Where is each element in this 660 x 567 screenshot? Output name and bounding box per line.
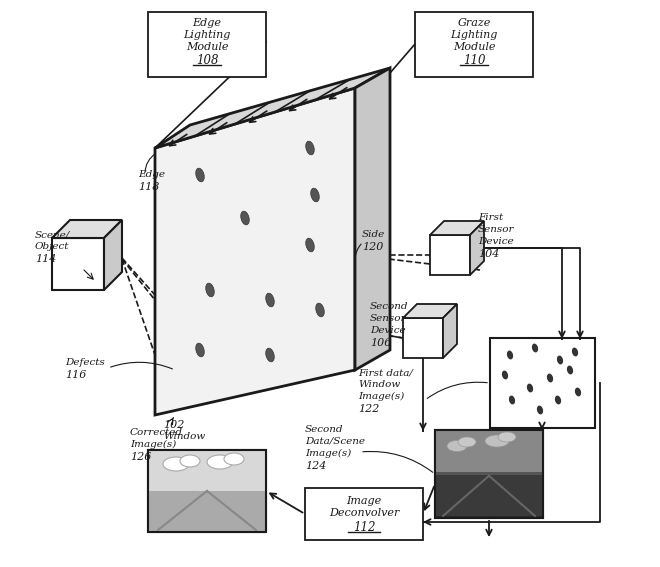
Ellipse shape xyxy=(575,388,581,396)
Ellipse shape xyxy=(527,384,533,392)
Text: 108: 108 xyxy=(196,54,218,67)
Text: Module: Module xyxy=(185,42,228,52)
Polygon shape xyxy=(148,12,266,77)
Text: 116: 116 xyxy=(65,370,86,380)
Polygon shape xyxy=(305,488,423,540)
Polygon shape xyxy=(430,235,470,275)
Polygon shape xyxy=(355,68,390,370)
Text: Deconvolver: Deconvolver xyxy=(329,508,399,518)
Ellipse shape xyxy=(502,371,508,379)
Text: Edge: Edge xyxy=(193,18,222,28)
Polygon shape xyxy=(403,304,457,318)
Polygon shape xyxy=(155,68,390,148)
Text: 124: 124 xyxy=(305,461,327,471)
Text: Image(s): Image(s) xyxy=(358,392,404,401)
Polygon shape xyxy=(490,338,595,428)
Text: Sensor: Sensor xyxy=(370,314,407,323)
Text: Second: Second xyxy=(305,425,343,434)
Ellipse shape xyxy=(315,303,324,317)
Polygon shape xyxy=(149,491,265,531)
Text: Side: Side xyxy=(362,230,385,239)
Polygon shape xyxy=(52,238,104,290)
Text: Defects: Defects xyxy=(65,358,105,367)
Text: Image(s): Image(s) xyxy=(130,440,176,449)
Ellipse shape xyxy=(266,348,275,362)
Ellipse shape xyxy=(507,350,513,359)
Text: Scene/: Scene/ xyxy=(35,230,70,239)
Text: Second: Second xyxy=(370,302,409,311)
Ellipse shape xyxy=(557,356,563,365)
Text: Corrected: Corrected xyxy=(130,428,183,437)
Text: 104: 104 xyxy=(478,249,500,259)
Text: Image: Image xyxy=(346,496,381,506)
Ellipse shape xyxy=(458,437,476,447)
Polygon shape xyxy=(403,318,443,358)
Ellipse shape xyxy=(567,366,573,374)
Ellipse shape xyxy=(537,405,543,414)
Text: 114: 114 xyxy=(35,254,56,264)
Text: Lighting: Lighting xyxy=(450,30,498,40)
Text: Image(s): Image(s) xyxy=(305,449,351,458)
Ellipse shape xyxy=(572,348,578,357)
Text: Sensor: Sensor xyxy=(478,225,515,234)
Ellipse shape xyxy=(241,211,249,225)
Text: 110: 110 xyxy=(463,54,485,67)
Ellipse shape xyxy=(532,344,538,353)
Ellipse shape xyxy=(207,455,233,469)
Ellipse shape xyxy=(196,168,204,182)
Ellipse shape xyxy=(447,441,467,451)
Text: Device: Device xyxy=(370,326,406,335)
Text: 118: 118 xyxy=(138,182,159,192)
Text: 106: 106 xyxy=(370,338,391,348)
Ellipse shape xyxy=(180,455,200,467)
Text: Device: Device xyxy=(478,237,513,246)
Ellipse shape xyxy=(306,141,314,155)
Polygon shape xyxy=(104,220,122,290)
Polygon shape xyxy=(436,472,542,476)
Text: Edge: Edge xyxy=(138,170,165,179)
Ellipse shape xyxy=(311,188,319,202)
Text: Object: Object xyxy=(35,242,69,251)
Polygon shape xyxy=(435,430,543,518)
Text: 102: 102 xyxy=(163,420,184,430)
Ellipse shape xyxy=(206,283,214,297)
Ellipse shape xyxy=(547,374,553,382)
Ellipse shape xyxy=(306,238,314,252)
Text: First: First xyxy=(478,213,503,222)
Polygon shape xyxy=(52,220,122,238)
Ellipse shape xyxy=(509,396,515,404)
Polygon shape xyxy=(470,221,484,275)
Polygon shape xyxy=(443,304,457,358)
Text: Data/Scene: Data/Scene xyxy=(305,437,365,446)
Ellipse shape xyxy=(485,435,509,447)
Ellipse shape xyxy=(196,343,204,357)
Polygon shape xyxy=(436,475,542,516)
Ellipse shape xyxy=(266,293,275,307)
Polygon shape xyxy=(148,450,266,532)
Polygon shape xyxy=(149,451,265,491)
Polygon shape xyxy=(415,12,533,77)
Ellipse shape xyxy=(224,453,244,465)
Text: Module: Module xyxy=(453,42,495,52)
Text: 126: 126 xyxy=(130,452,151,462)
Text: Window: Window xyxy=(163,432,205,441)
Polygon shape xyxy=(436,431,542,472)
Text: 120: 120 xyxy=(362,242,383,252)
Text: 112: 112 xyxy=(352,521,376,534)
Text: Lighting: Lighting xyxy=(183,30,231,40)
Polygon shape xyxy=(430,221,484,235)
Text: 122: 122 xyxy=(358,404,380,414)
Polygon shape xyxy=(155,88,355,415)
Text: Graze: Graze xyxy=(457,18,490,28)
Text: Window: Window xyxy=(358,380,400,389)
Ellipse shape xyxy=(498,432,516,442)
Ellipse shape xyxy=(163,457,189,471)
Ellipse shape xyxy=(555,396,561,404)
Text: First data/: First data/ xyxy=(358,368,413,377)
